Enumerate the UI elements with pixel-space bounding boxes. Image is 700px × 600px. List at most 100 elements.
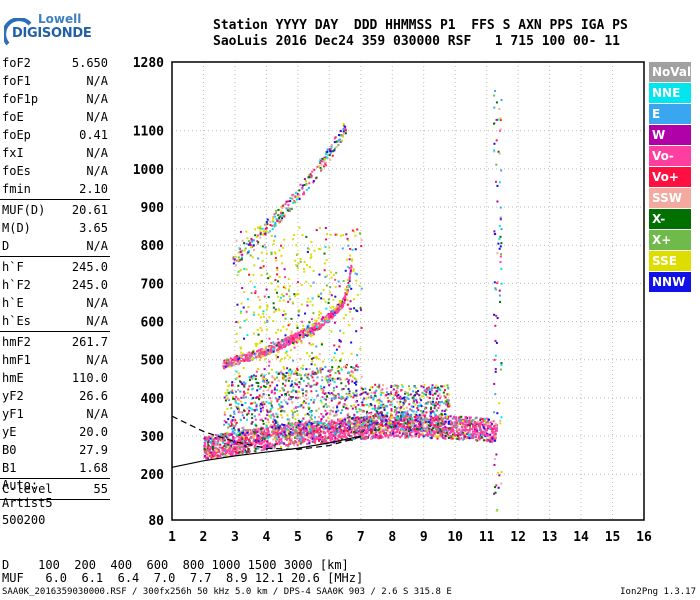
echo-point [338,422,341,425]
echo-point [286,414,289,417]
echo-point [289,207,292,210]
echo-point [330,426,333,429]
echo-point [359,420,362,423]
echo-point [327,425,330,428]
echo-point [276,429,279,432]
echo-point [426,432,429,435]
echo-point [489,438,492,441]
echo-point [346,407,349,410]
echo-point [332,441,335,444]
echo-point [266,410,269,413]
echo-point [451,427,454,430]
echo-point [479,417,482,420]
echo-point [380,400,383,403]
echo-point [380,404,383,407]
echo-point [282,382,285,385]
echo-point [408,432,411,435]
echo-point [346,426,349,429]
echo-point [403,417,406,420]
echo-point [293,337,296,340]
echo-point [284,375,287,378]
echo-point [260,449,263,452]
echo-point [251,355,254,358]
echo-point [402,423,405,426]
param-divider [0,256,110,257]
echo-point [281,434,284,437]
echo-point [293,372,296,375]
echo-point [449,429,452,432]
echo-point [265,424,268,427]
echo-point [447,400,450,403]
echo-point [411,417,414,420]
echo-point [494,430,497,433]
echo-point [419,421,422,424]
echo-point [323,398,326,401]
echo-point [421,429,424,432]
echo-point [378,398,381,401]
echo-point [265,409,268,412]
echo-point [339,411,342,414]
echo-point [256,389,259,392]
echo-point [206,454,209,457]
echo-point [260,374,263,377]
echo-point [441,409,444,412]
echo-point [350,428,353,431]
echo-point [251,239,254,242]
echo-point [216,443,219,446]
echo-point [327,423,330,426]
echo-point [409,429,412,432]
echo-point [355,424,358,427]
echo-point [248,378,251,381]
echo-point [356,429,359,432]
echo-point [324,365,327,368]
echo-point [232,395,235,398]
echo-point [281,211,284,214]
echo-point [387,436,390,439]
echo-point [225,452,228,455]
echo-point [358,416,361,419]
echo-point [287,337,290,340]
echo-point [318,160,321,163]
echo-point [352,437,355,440]
echo-point [394,408,397,411]
echo-point [388,434,391,437]
param-name: C-level [2,482,53,496]
echo-point [360,392,363,395]
echo-point [234,453,237,456]
echo-point [327,436,330,439]
echo-point [234,419,237,422]
echo-point [231,431,234,434]
echo-point [231,453,234,456]
echo-point [409,431,412,434]
echo-point [393,410,396,413]
echo-point [302,417,305,420]
echo-point [330,432,333,435]
echo-point [315,426,318,429]
echo-point [307,402,310,405]
echo-point [273,224,276,227]
echo-point [357,430,360,433]
echo-point [431,417,434,420]
echo-point [229,438,232,441]
echo-point [288,442,291,445]
echo-point [435,404,438,407]
echo-point [401,429,404,432]
echo-point [249,352,252,355]
echo-point [247,433,250,436]
echo-point [399,415,402,418]
echo-point [223,449,226,452]
echo-point [348,284,351,287]
echo-point [348,279,351,282]
echo-point [325,153,328,156]
echo-point [447,417,450,420]
echo-point [287,430,290,433]
echo-point [216,451,219,454]
echo-point [383,408,386,411]
echo-point [239,438,242,441]
echo-point [274,421,277,424]
echo-point [354,417,357,420]
echo-point [208,435,211,438]
echo-point [347,412,350,415]
echo-point [347,421,350,424]
echo-point [261,436,264,439]
